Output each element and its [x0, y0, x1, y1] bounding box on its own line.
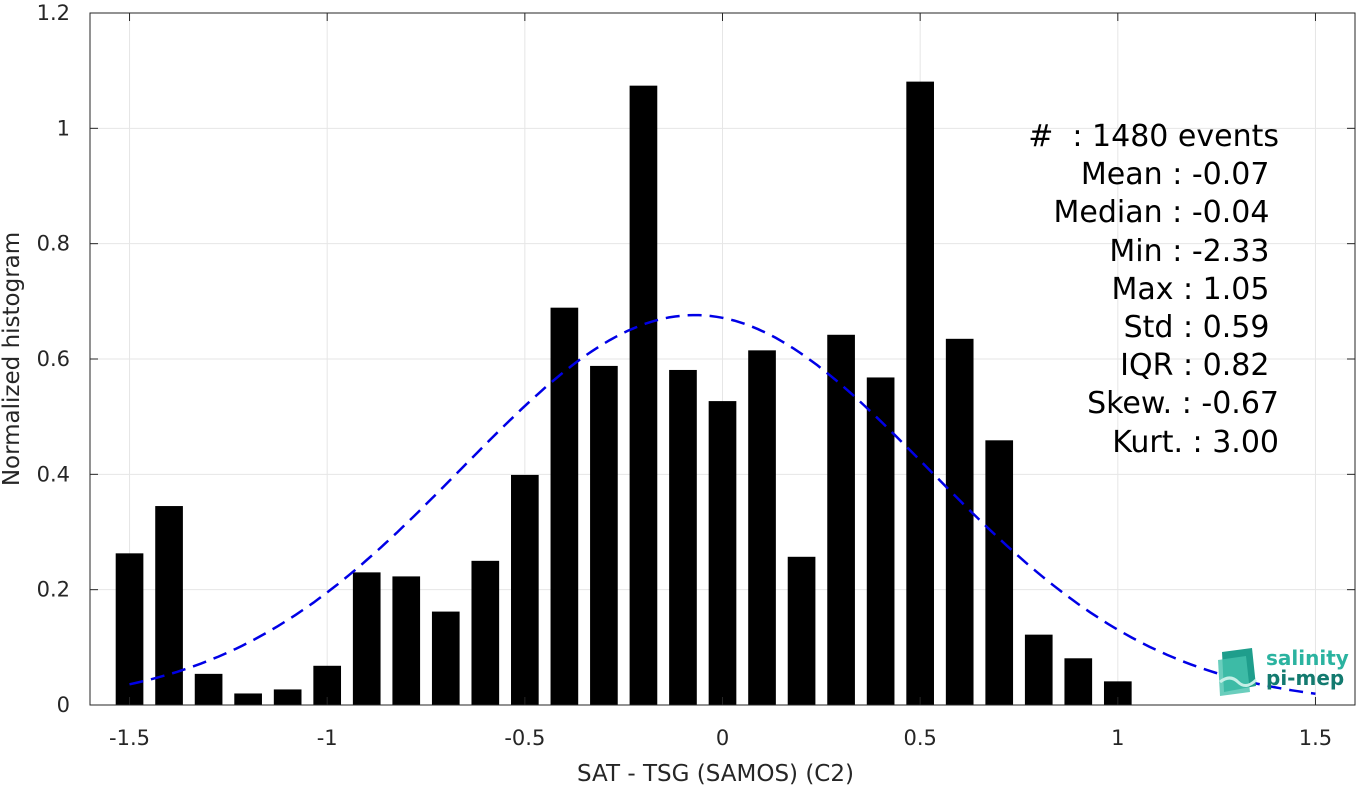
logo-line-1: salinity	[1266, 646, 1349, 670]
histogram-bar	[906, 81, 934, 705]
stat-count: # : 1480 events	[1028, 119, 1279, 154]
histogram-bar	[985, 440, 1014, 705]
y-tick-label: 1	[57, 116, 70, 140]
stat-min: Min : -2.33	[1109, 233, 1279, 269]
stat-std: Std : 0.59	[1123, 310, 1279, 346]
y-tick-label: 1.2	[37, 1, 70, 25]
histogram-bars	[115, 81, 1132, 705]
x-tick-label: -1	[317, 726, 338, 750]
stat-max: Max : 1.05	[1111, 271, 1279, 307]
histogram-bar	[708, 401, 737, 705]
y-tick-labels: 0 0.2 0.4 0.6 0.8 1 1.2	[37, 1, 70, 717]
y-tick-label: 0.6	[37, 347, 70, 371]
histogram-bar	[748, 350, 776, 705]
histogram-bar	[273, 689, 302, 705]
histogram-bar	[352, 572, 381, 705]
salinity-pimep-logo: salinity pi-mep	[1216, 646, 1349, 696]
histogram-bar	[115, 553, 144, 705]
x-tick-label: 1.5	[1299, 726, 1332, 750]
histogram-bar	[392, 576, 421, 705]
histogram-bar	[1103, 681, 1132, 705]
histogram-bar	[629, 85, 658, 705]
logo-waves-icon	[1218, 648, 1258, 696]
histogram-bar	[194, 673, 223, 705]
histogram-bar	[945, 338, 974, 705]
histogram-bar	[787, 556, 816, 705]
histogram-bar	[866, 377, 895, 705]
y-tick-label: 0.8	[37, 232, 70, 256]
stat-mean: Mean : -0.07	[1080, 157, 1279, 193]
histogram-bar	[1064, 658, 1093, 705]
y-tick-label: 0.2	[37, 578, 70, 602]
logo-line-2: pi-mep	[1266, 666, 1345, 690]
x-axis-title: SAT - TSG (SAMOS) (C2)	[577, 761, 854, 785]
histogram-bar	[431, 611, 460, 705]
x-tick-labels: -1.5 -1 -0.5 0 0.5 1 1.5	[109, 726, 1332, 750]
y-tick-label: 0.4	[37, 462, 70, 486]
statistics-annotation: # : 1480 events Mean : -0.07 Median : -0…	[1028, 118, 1279, 462]
histogram-bar	[1024, 634, 1053, 705]
y-tick-label: 0	[57, 693, 70, 717]
stat-kurt: Kurt. : 3.00	[1112, 424, 1279, 460]
normal-fit-curve	[129, 313, 1316, 695]
histogram-bar	[590, 365, 618, 705]
x-tick-label: 0	[716, 726, 729, 750]
x-tick-label: -1.5	[109, 726, 150, 750]
stat-skew: Skew. : -0.67	[1087, 386, 1279, 422]
stat-iqr: IQR : 0.82	[1120, 348, 1279, 384]
histogram-bar	[827, 334, 855, 705]
x-tick-label: 0.5	[903, 726, 936, 750]
histogram-bar	[511, 474, 539, 705]
histogram-bar	[669, 369, 697, 705]
x-tick-label: -0.5	[504, 726, 545, 750]
axis-ticks	[90, 12, 1355, 706]
stat-median: Median : -0.04	[1053, 195, 1279, 231]
y-axis-title: Normalized histogram	[0, 232, 25, 486]
histogram-bar	[155, 506, 183, 705]
histogram-bar	[234, 693, 262, 705]
histogram-bar	[471, 560, 500, 705]
x-tick-label: 1	[1111, 726, 1124, 750]
histogram-bar	[550, 307, 579, 705]
